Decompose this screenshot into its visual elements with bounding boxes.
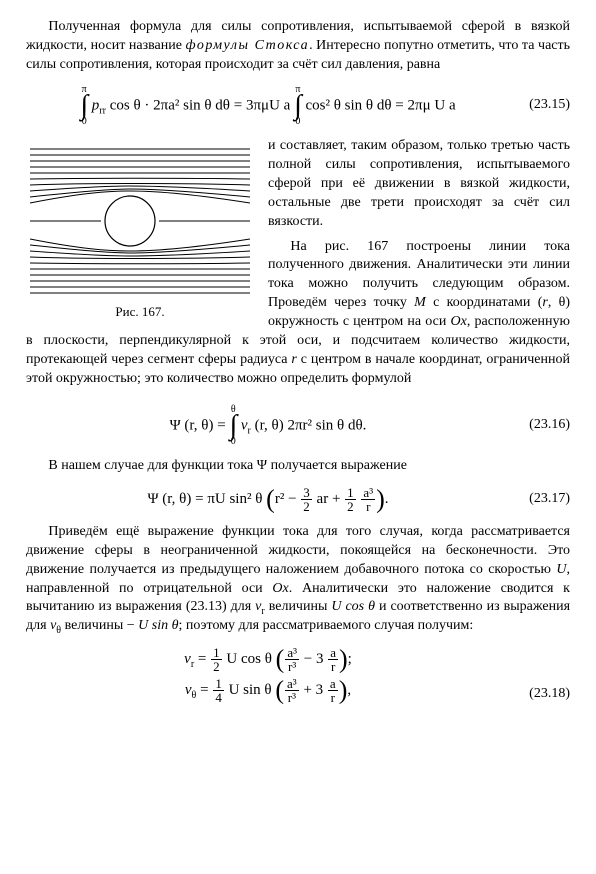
- eq17-number: (23.17): [510, 490, 570, 509]
- eq18-number: (23.18): [510, 685, 570, 704]
- figure-caption: Рис. 167.: [26, 303, 254, 321]
- equation-23-15: π ∫ 0 prr cos θ · 2πa² sin θ dθ = 3πμU a…: [26, 85, 570, 127]
- integral-1: π ∫ 0: [80, 85, 88, 127]
- equation-23-16: Ψ (r, θ) = θ ∫ 0 vr (r, θ) 2πr² sin θ dθ…: [26, 405, 570, 447]
- eq18-line1: vr = 12 U cos θ (a³r³ − 3 ar);: [184, 646, 352, 673]
- eq18-line2: vθ = 14 U sin θ (a³r³ + 3 ar),: [185, 677, 351, 704]
- figure-167: Рис. 167.: [26, 139, 254, 321]
- eq15-number: (23.15): [510, 96, 570, 115]
- stokes-term: формулы Стокса: [186, 38, 310, 53]
- eq15-body: π ∫ 0 prr cos θ · 2πa² sin θ dθ = 3πμU a…: [26, 85, 510, 127]
- equation-23-17: Ψ (r, θ) = πU sin² θ (r² − 32 ar + 12 a³…: [26, 486, 570, 513]
- wrap-block: Рис. 167. и составляет, таким образом, т…: [26, 137, 570, 395]
- integral-3: θ ∫ 0: [229, 405, 237, 447]
- eq16-number: (23.16): [510, 416, 570, 435]
- streamlines-svg: [26, 139, 254, 299]
- eq18-body: vr = 12 U cos θ (a³r³ − 3 ar); vθ = 14 U…: [26, 646, 510, 704]
- paragraph-5: Приведём ещё выражение функции тока для …: [26, 523, 570, 636]
- equation-23-18: vr = 12 U cos θ (a³r³ − 3 ar); vθ = 14 U…: [26, 646, 570, 704]
- eq17-body: Ψ (r, θ) = πU sin² θ (r² − 32 ar + 12 a³…: [26, 486, 510, 513]
- page: Полученная формула для силы сопротивлени…: [0, 0, 596, 874]
- integral-2: π ∫ 0: [294, 85, 302, 127]
- paragraph-1: Полученная формула для силы сопротивлени…: [26, 18, 570, 75]
- paragraph-4: В нашем случае для функции тока Ψ получа…: [26, 457, 570, 476]
- eq16-body: Ψ (r, θ) = θ ∫ 0 vr (r, θ) 2πr² sin θ dθ…: [26, 405, 510, 447]
